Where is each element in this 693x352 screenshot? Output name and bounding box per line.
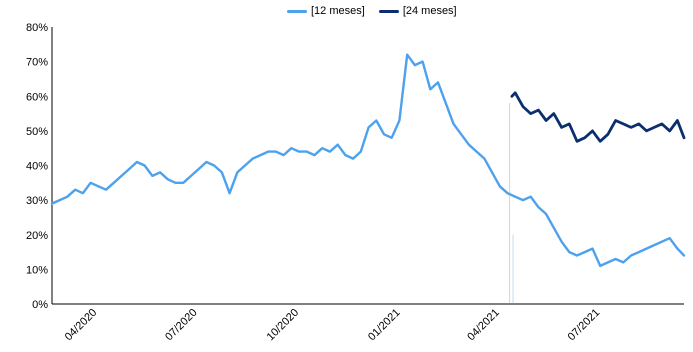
y-tick-label: 50% bbox=[26, 126, 48, 138]
x-tick-label: 04/2020 bbox=[63, 307, 100, 344]
legend-swatch-24-meses bbox=[378, 9, 399, 13]
y-tick-label: 0% bbox=[32, 299, 48, 311]
series-line-24-meses bbox=[510, 91, 686, 143]
y-tick-label: 70% bbox=[26, 57, 48, 69]
legend-label-24-meses: [24 meses] bbox=[402, 5, 457, 17]
series-line-12-meses bbox=[50, 53, 686, 268]
y-tick-label: 20% bbox=[26, 230, 48, 242]
chart-legend: [12 meses] [24 meses] bbox=[287, 5, 457, 17]
y-tick-label: 10% bbox=[26, 264, 48, 276]
x-tick-label: 04/2021 bbox=[465, 307, 502, 344]
legend-item-12-meses: [12 meses] bbox=[287, 5, 365, 17]
y-tick-label: 80% bbox=[26, 22, 48, 34]
y-tick-label: 40% bbox=[26, 161, 48, 173]
legend-item-24-meses: [24 meses] bbox=[378, 5, 457, 17]
y-tick-label: 60% bbox=[26, 91, 48, 103]
x-tick-label: 07/2021 bbox=[566, 307, 603, 344]
y-tick-label: 30% bbox=[26, 195, 48, 207]
x-tick-label: 01/2021 bbox=[366, 307, 403, 344]
x-tick-label: 10/2020 bbox=[265, 307, 302, 344]
legend-label-12-meses: [12 meses] bbox=[311, 5, 365, 17]
x-tick-label: 07/2020 bbox=[163, 307, 200, 344]
legend-swatch-12-meses bbox=[287, 9, 307, 13]
